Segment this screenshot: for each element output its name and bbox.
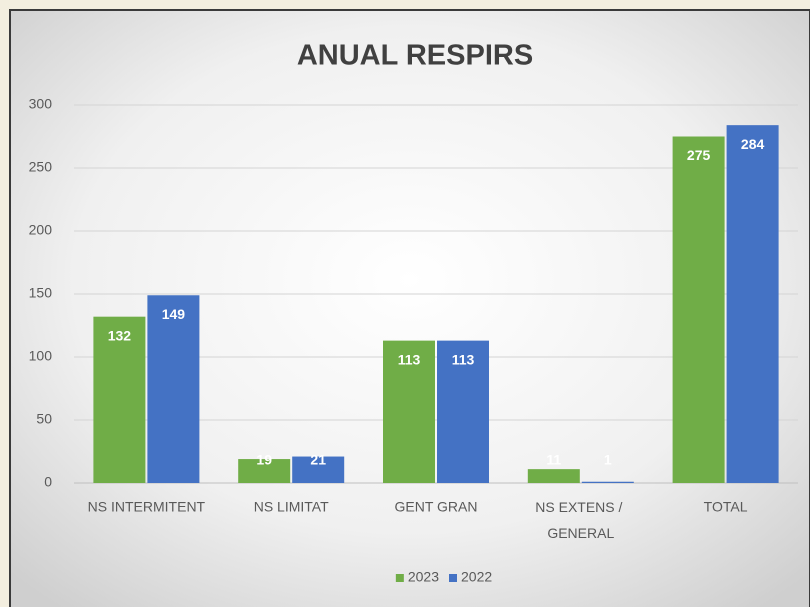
y-tick-label: 50 <box>36 411 52 427</box>
y-tick-label: 0 <box>44 474 52 490</box>
bar <box>93 316 146 483</box>
data-label: 113 <box>398 351 421 367</box>
data-label: 132 <box>108 327 132 343</box>
bar <box>437 340 489 483</box>
bar <box>527 469 580 483</box>
y-tick-label: 150 <box>29 285 53 301</box>
data-label: 275 <box>687 147 711 163</box>
data-label: 21 <box>310 452 326 468</box>
y-tick-label: 300 <box>29 96 53 112</box>
data-label: 19 <box>256 452 272 468</box>
data-label: 11 <box>546 452 561 468</box>
x-tick-label: NS INTERMITENT <box>88 499 206 515</box>
y-tick-label: 250 <box>29 159 53 175</box>
bar <box>383 340 435 483</box>
x-tick-label: GENT GRAN <box>395 499 478 515</box>
legend-swatch <box>395 574 404 582</box>
legend-label: 2023 <box>408 569 439 585</box>
data-label: 1 <box>604 452 612 468</box>
chart-title: ANUAL RESPIRS <box>297 40 533 72</box>
bar <box>581 481 634 483</box>
x-tick-label: NS EXTENS / GENERAL <box>535 499 626 541</box>
bar <box>726 125 779 483</box>
bar <box>238 459 291 483</box>
bar <box>292 456 345 483</box>
bar <box>672 136 725 483</box>
y-tick-label: 200 <box>29 222 53 238</box>
data-label: 113 <box>452 351 475 367</box>
data-label: 284 <box>741 136 765 152</box>
legend-label: 2022 <box>461 569 492 585</box>
y-tick-label: 100 <box>29 348 53 364</box>
x-tick-label: NS LIMITAT <box>254 499 329 515</box>
legend-swatch <box>449 574 457 582</box>
bar <box>147 295 200 483</box>
x-tick-label: TOTAL <box>704 499 748 515</box>
data-label: 149 <box>162 306 186 322</box>
